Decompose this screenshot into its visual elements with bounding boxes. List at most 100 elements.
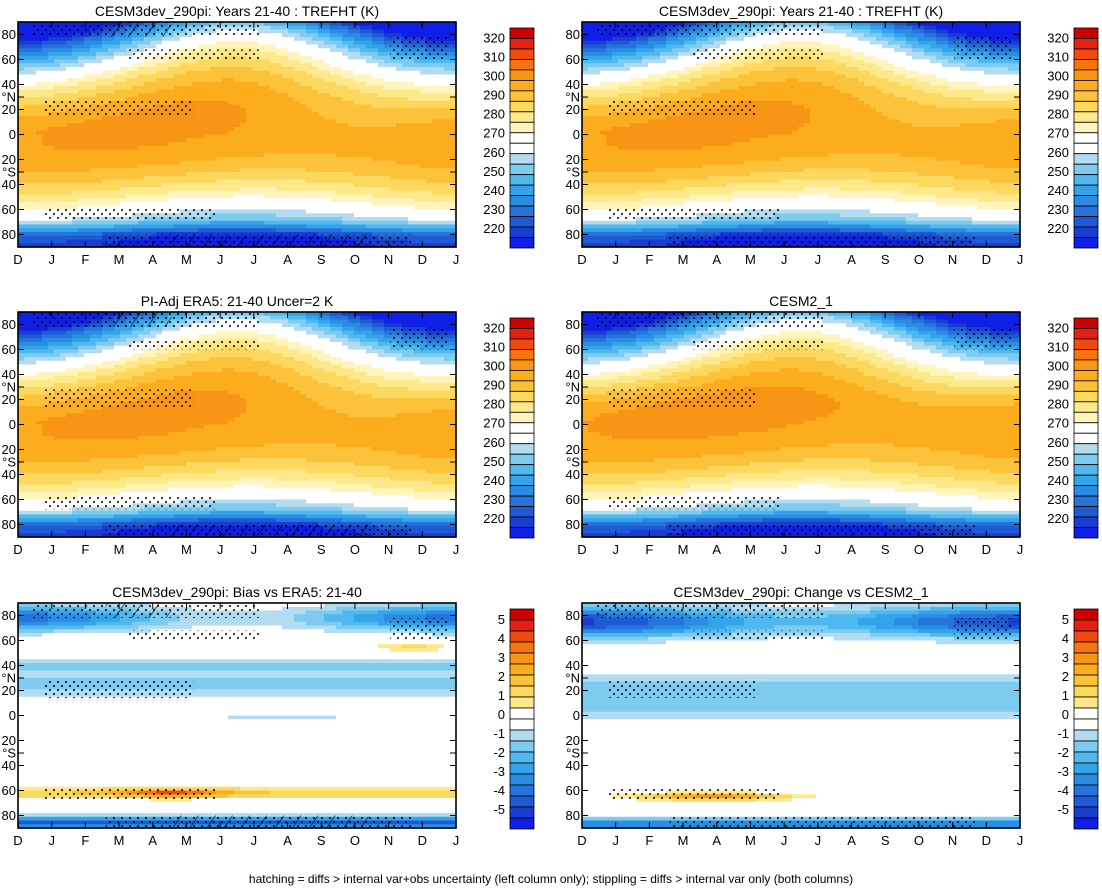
colorbar-label: 310	[1047, 50, 1069, 65]
colorbar-label: 320	[1047, 31, 1069, 46]
colorbar-swatch	[510, 507, 534, 517]
colorbar-swatch	[510, 59, 534, 69]
colorbar-swatch	[510, 328, 534, 338]
colorbar-swatch	[1074, 217, 1098, 227]
colorbar-swatch	[1074, 185, 1098, 195]
month-tick-label: M	[114, 542, 125, 557]
panel-5: CESM3dev_290pi: Bias vs ERA5: 21-4080604…	[1, 584, 534, 848]
colorbar-label: 270	[483, 126, 505, 141]
month-tick-label: O	[914, 542, 924, 557]
colorbar-swatch	[1074, 381, 1098, 391]
panel-1: CESM3dev_290pi: Years 21-40 : TREFHT (K)…	[1, 3, 534, 267]
colorbar-swatch	[510, 101, 534, 111]
colorbar-swatch	[1074, 517, 1098, 527]
colorbar-swatch	[1074, 719, 1098, 730]
colorbar-swatch	[1074, 227, 1098, 237]
colorbar-swatch	[1074, 774, 1098, 785]
colorbar-swatch	[510, 807, 534, 818]
colorbar-swatch	[1074, 28, 1098, 38]
colorbar-label: 310	[1047, 340, 1069, 355]
month-tick-label: D	[418, 833, 427, 848]
colorbar-label: 230	[483, 492, 505, 507]
lat-tick-label: 60	[2, 633, 16, 648]
colorbar-swatch	[1074, 80, 1098, 90]
colorbar-swatch	[1074, 143, 1098, 153]
colorbar-label: 5	[498, 612, 505, 627]
lat-tick-label: 0	[573, 127, 580, 142]
month-tick-label: A	[283, 542, 292, 557]
month-tick-label: M	[678, 833, 689, 848]
panel-title: PI-Adj ERA5: 21-40 Uncer=2 K	[141, 293, 334, 309]
month-tick-label: F	[645, 252, 653, 267]
month-tick-label: M	[114, 833, 125, 848]
month-tick-label: N	[948, 542, 957, 557]
colorbar-swatch	[510, 402, 534, 412]
month-tick-label: M	[745, 252, 756, 267]
colorbar-swatch	[1074, 763, 1098, 774]
month-tick-label: N	[384, 833, 393, 848]
panel-3: PI-Adj ERA5: 21-40 Uncer=2 K806040°N2002…	[1, 293, 534, 557]
colorbar-label: -4	[493, 783, 505, 798]
lat-tick-label: 0	[9, 417, 16, 432]
month-tick-label: F	[645, 833, 653, 848]
lat-tick-label: 60	[566, 52, 580, 67]
colorbar-label: 290	[483, 88, 505, 103]
month-tick-label: J	[612, 252, 619, 267]
colorbar-label: 250	[483, 164, 505, 179]
colorbar-swatch	[510, 664, 534, 675]
colorbar-swatch	[1074, 349, 1098, 359]
colorbar-label: 260	[483, 435, 505, 450]
colorbar-swatch	[510, 774, 534, 785]
colorbar-swatch	[510, 818, 534, 829]
colorbar-label: 220	[483, 511, 505, 526]
month-tick-label: A	[283, 252, 292, 267]
colorbar-swatch	[510, 412, 534, 422]
lat-tick-label: 60	[2, 783, 16, 798]
colorbar-swatch	[510, 708, 534, 719]
colorbar-label: 270	[1047, 126, 1069, 141]
month-tick-label: D	[982, 833, 991, 848]
lat-tick-label: 80	[2, 608, 16, 623]
colorbar-swatch	[1074, 444, 1098, 454]
month-tick-label: A	[847, 252, 856, 267]
colorbar-swatch	[1074, 154, 1098, 164]
colorbar-swatch	[1074, 318, 1098, 328]
colorbar-label: -5	[493, 802, 505, 817]
month-tick-label: F	[81, 833, 89, 848]
month-tick-label: A	[148, 833, 157, 848]
month-tick-label: J	[48, 833, 55, 848]
lat-tick-label: 40	[2, 758, 16, 773]
colorbar-swatch	[1074, 196, 1098, 206]
month-tick-label: M	[114, 252, 125, 267]
colorbar-swatch	[510, 741, 534, 752]
month-tick-label: D	[577, 833, 586, 848]
colorbar-swatch	[510, 122, 534, 132]
colorbar-swatch	[1074, 609, 1098, 620]
colorbar-swatch	[510, 642, 534, 653]
month-tick-label: J	[781, 542, 788, 557]
colorbar-swatch	[1074, 730, 1098, 741]
colorbar-label: 1	[1062, 688, 1069, 703]
panel-6: CESM3dev_290pi: Change vs CESM2_1806040°…	[565, 584, 1098, 848]
month-tick-label: D	[13, 833, 22, 848]
colorbar-label: 300	[1047, 69, 1069, 84]
month-tick-label: A	[712, 833, 721, 848]
colorbar-swatch	[1074, 686, 1098, 697]
lat-tick-label: 20	[2, 392, 16, 407]
month-tick-label: J	[217, 542, 224, 557]
month-tick-label: J	[251, 542, 258, 557]
colorbar-swatch	[510, 719, 534, 730]
colorbar-swatch	[510, 175, 534, 185]
month-tick-label: J	[251, 252, 258, 267]
month-tick-label: J	[453, 542, 460, 557]
colorbar-swatch	[1074, 412, 1098, 422]
month-tick-label: A	[148, 542, 157, 557]
panel-title: CESM3dev_290pi: Years 21-40 : TREFHT (K)	[95, 3, 379, 19]
colorbar-label: 270	[483, 416, 505, 431]
colorbar-label: 300	[483, 359, 505, 374]
colorbar-swatch	[1074, 133, 1098, 143]
month-tick-label: O	[350, 542, 360, 557]
colorbar-swatch	[510, 360, 534, 370]
